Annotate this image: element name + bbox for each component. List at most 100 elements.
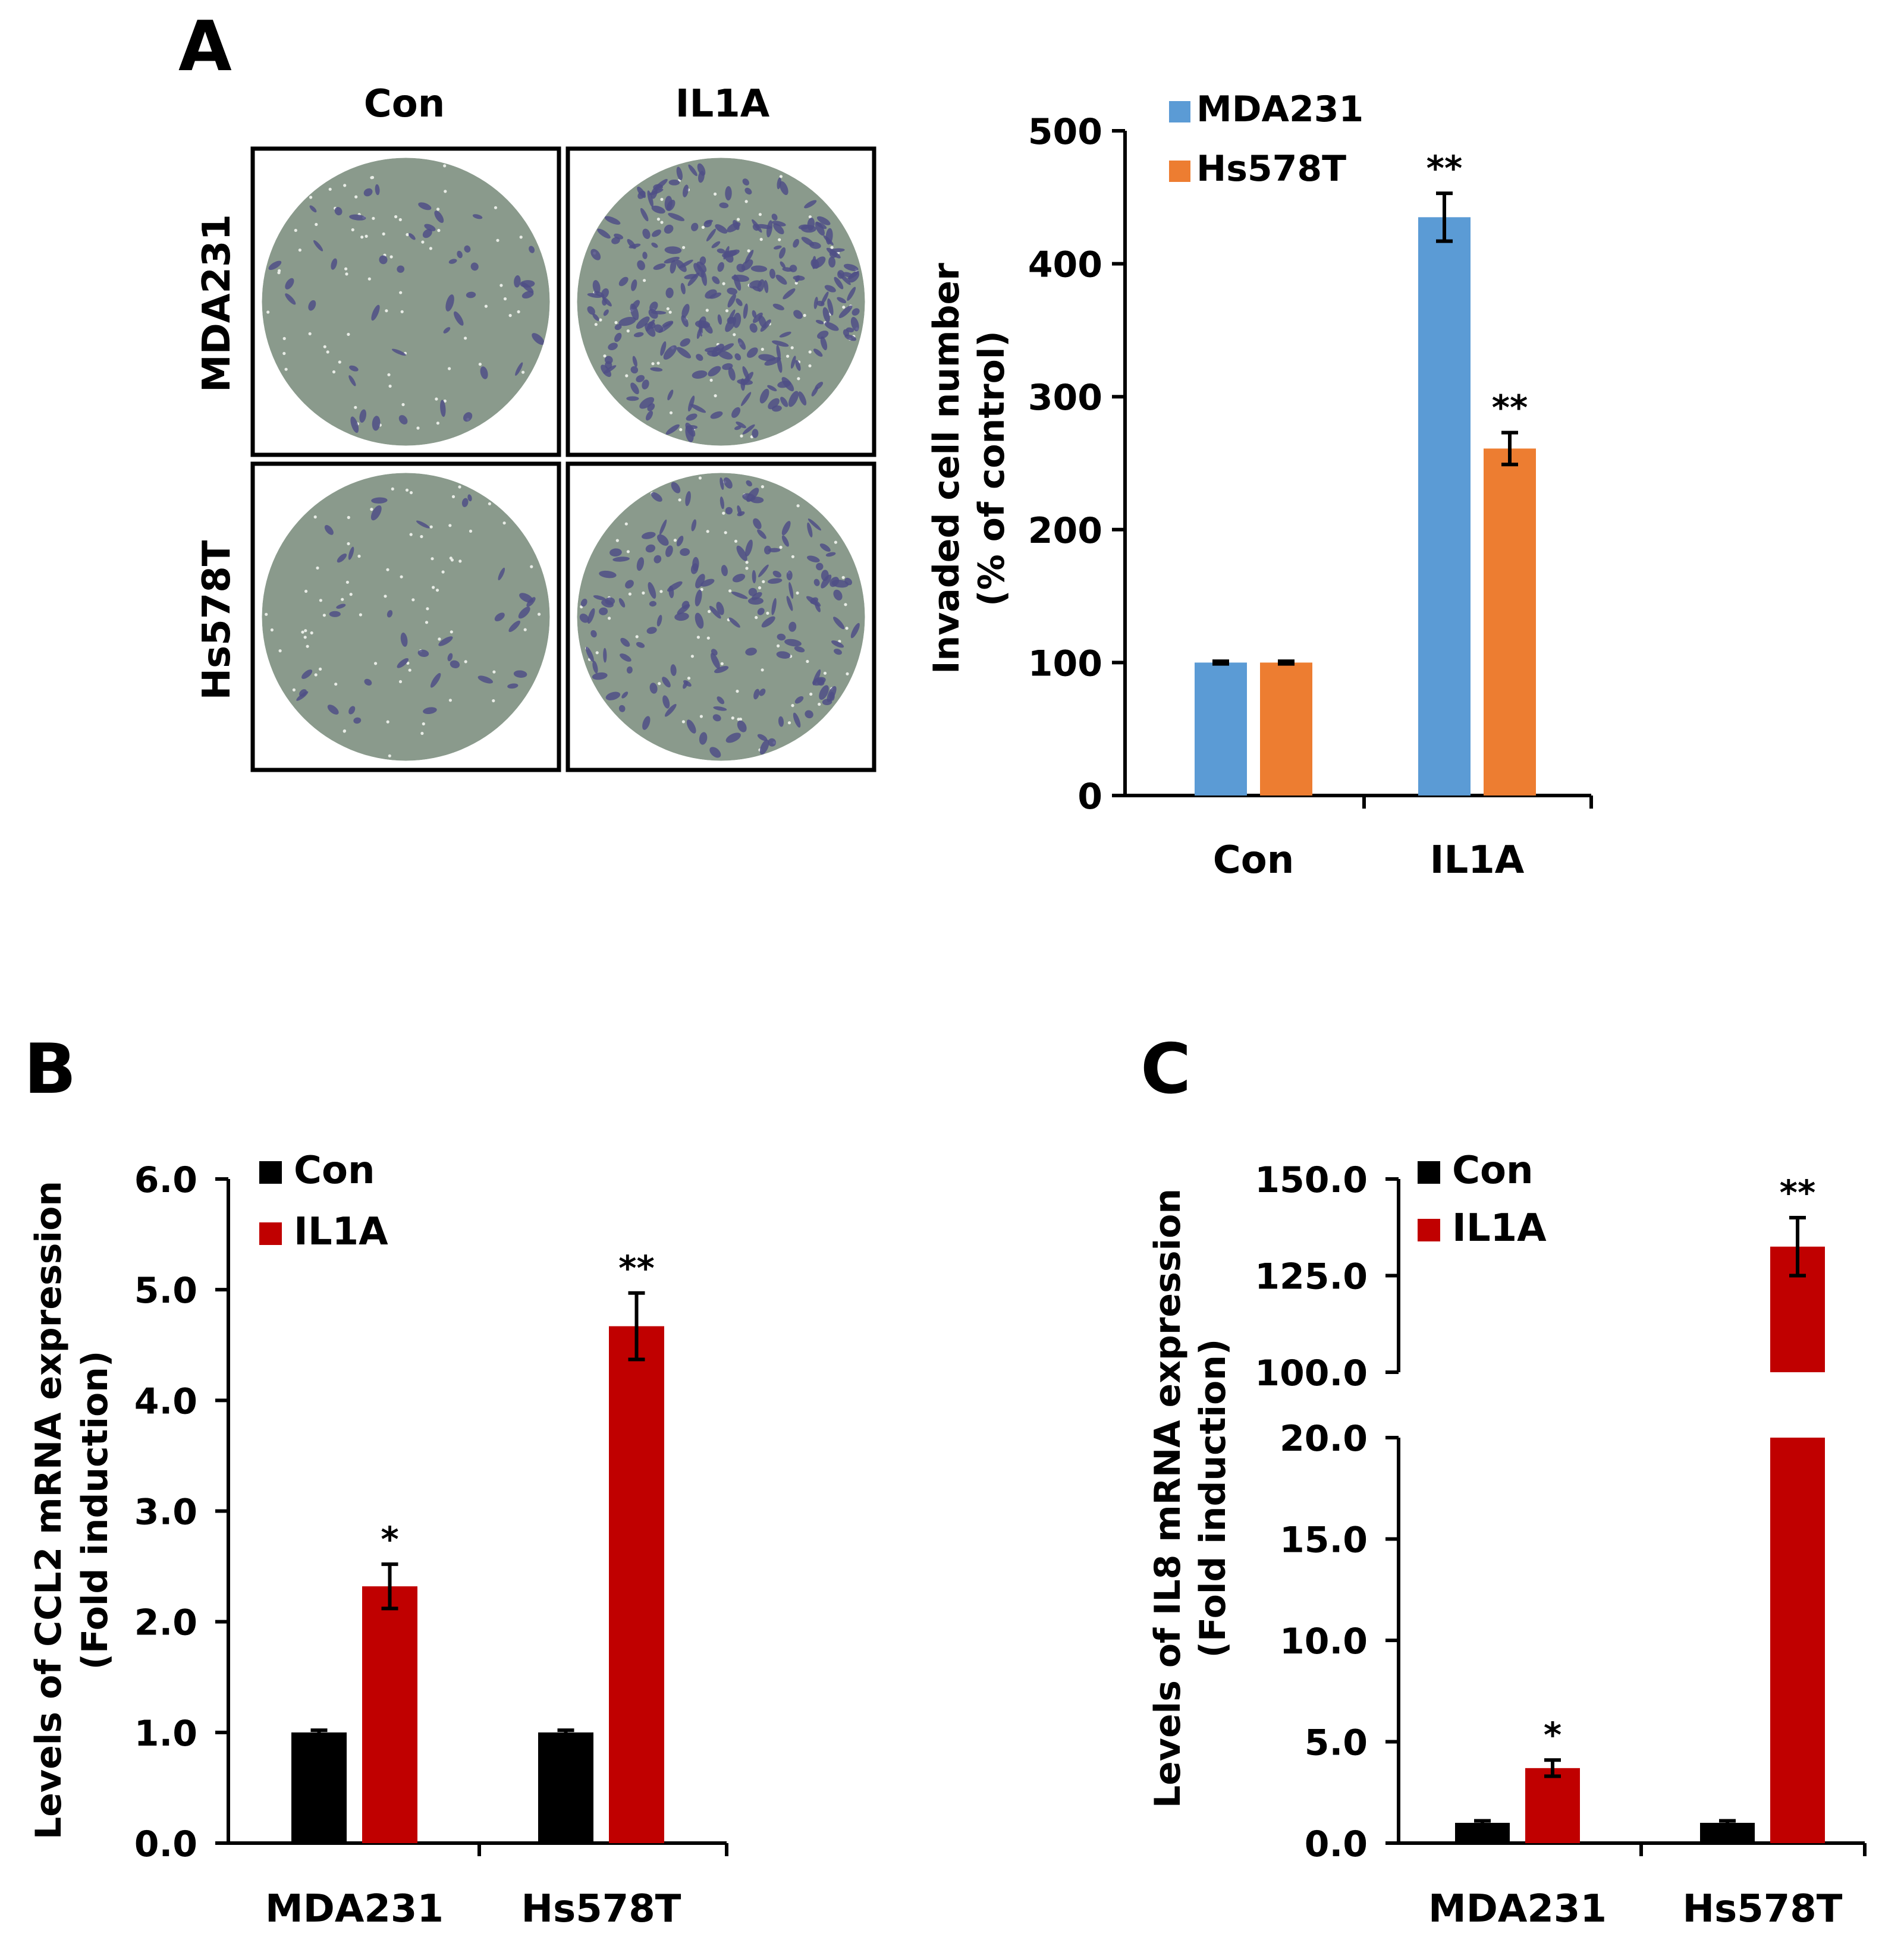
cell — [438, 636, 453, 646]
bar-hs578t-il1a — [1484, 448, 1536, 796]
cell — [776, 651, 791, 659]
pore — [343, 184, 347, 187]
cell — [680, 282, 686, 294]
cell — [681, 600, 690, 609]
y-tick-label: 500 — [1028, 111, 1102, 153]
cell — [625, 580, 634, 589]
cell — [816, 562, 824, 571]
cell — [662, 677, 671, 688]
pore — [450, 630, 453, 634]
legend-swatch-il1a — [1418, 1219, 1440, 1241]
y-tick-label: 5.0 — [1305, 1722, 1368, 1764]
micrograph-well — [262, 473, 550, 761]
cell — [834, 649, 842, 655]
cell — [831, 580, 849, 588]
cell — [768, 398, 780, 410]
cell — [592, 313, 599, 321]
cell — [850, 622, 860, 639]
cell — [758, 564, 769, 577]
cell — [732, 574, 746, 583]
cell — [711, 649, 718, 656]
cell — [829, 250, 837, 258]
cell — [758, 315, 767, 328]
significance-mda231-il1a: ** — [1427, 148, 1463, 188]
cell — [789, 265, 797, 272]
cell — [398, 415, 408, 425]
pore — [761, 347, 764, 351]
cell — [815, 221, 825, 236]
pore — [758, 213, 762, 216]
pore — [722, 282, 725, 285]
cell — [721, 565, 728, 577]
cell — [630, 366, 639, 374]
pore — [443, 399, 447, 403]
cell — [620, 653, 631, 662]
cell — [696, 354, 703, 361]
cell — [309, 205, 317, 213]
pore — [595, 651, 599, 655]
pore — [626, 550, 630, 554]
pore — [310, 631, 313, 635]
pore — [464, 337, 467, 340]
cell — [850, 316, 859, 332]
cell — [592, 280, 601, 294]
pore — [450, 558, 454, 562]
pore — [714, 394, 717, 398]
pore — [701, 225, 705, 229]
bar-con-mda231 — [291, 1732, 347, 1843]
pore — [351, 228, 354, 232]
pore — [846, 672, 849, 675]
cell — [642, 228, 651, 239]
cell — [521, 282, 534, 293]
cell — [817, 678, 825, 686]
cell — [686, 413, 697, 421]
cell — [603, 647, 607, 663]
cell — [466, 291, 476, 298]
pore — [448, 699, 452, 702]
cell — [618, 705, 626, 712]
pore — [700, 587, 703, 592]
pore — [328, 187, 332, 191]
pore — [278, 649, 282, 653]
cell — [652, 229, 661, 237]
cell — [736, 421, 746, 429]
legend-label-hs578t: Hs578T — [1196, 148, 1346, 190]
pore — [359, 613, 362, 617]
cell — [457, 250, 463, 259]
error-bar-il1a-mda231 — [1544, 1758, 1561, 1778]
pore — [806, 659, 809, 664]
pore — [347, 515, 350, 519]
pore — [265, 612, 268, 616]
cell — [518, 606, 530, 619]
cell — [808, 518, 822, 531]
cell — [285, 278, 294, 290]
cell — [683, 680, 692, 687]
cell — [813, 256, 826, 269]
cell — [764, 280, 769, 293]
pore — [345, 272, 348, 276]
cell — [709, 605, 721, 619]
cell — [609, 548, 622, 557]
cell — [701, 269, 707, 286]
cell — [737, 338, 746, 350]
pore — [319, 667, 322, 671]
cell — [592, 661, 598, 674]
pore — [282, 351, 286, 356]
pore — [426, 607, 429, 611]
panel-b-label: B — [24, 1029, 76, 1109]
pore — [458, 559, 462, 563]
cell — [675, 259, 687, 272]
y-tick-label: 0.0 — [1305, 1823, 1368, 1865]
cell — [626, 666, 633, 674]
pore — [626, 329, 630, 333]
pore — [687, 677, 691, 680]
cell — [268, 260, 282, 270]
cell — [773, 223, 784, 235]
pore — [354, 195, 358, 199]
y-tick-label: 20.0 — [1280, 1418, 1368, 1460]
pore — [745, 567, 749, 570]
pore — [420, 535, 423, 539]
cell — [753, 688, 760, 700]
micrograph-well — [577, 158, 865, 446]
significance-il1a-hs578t: ** — [1780, 1172, 1816, 1213]
